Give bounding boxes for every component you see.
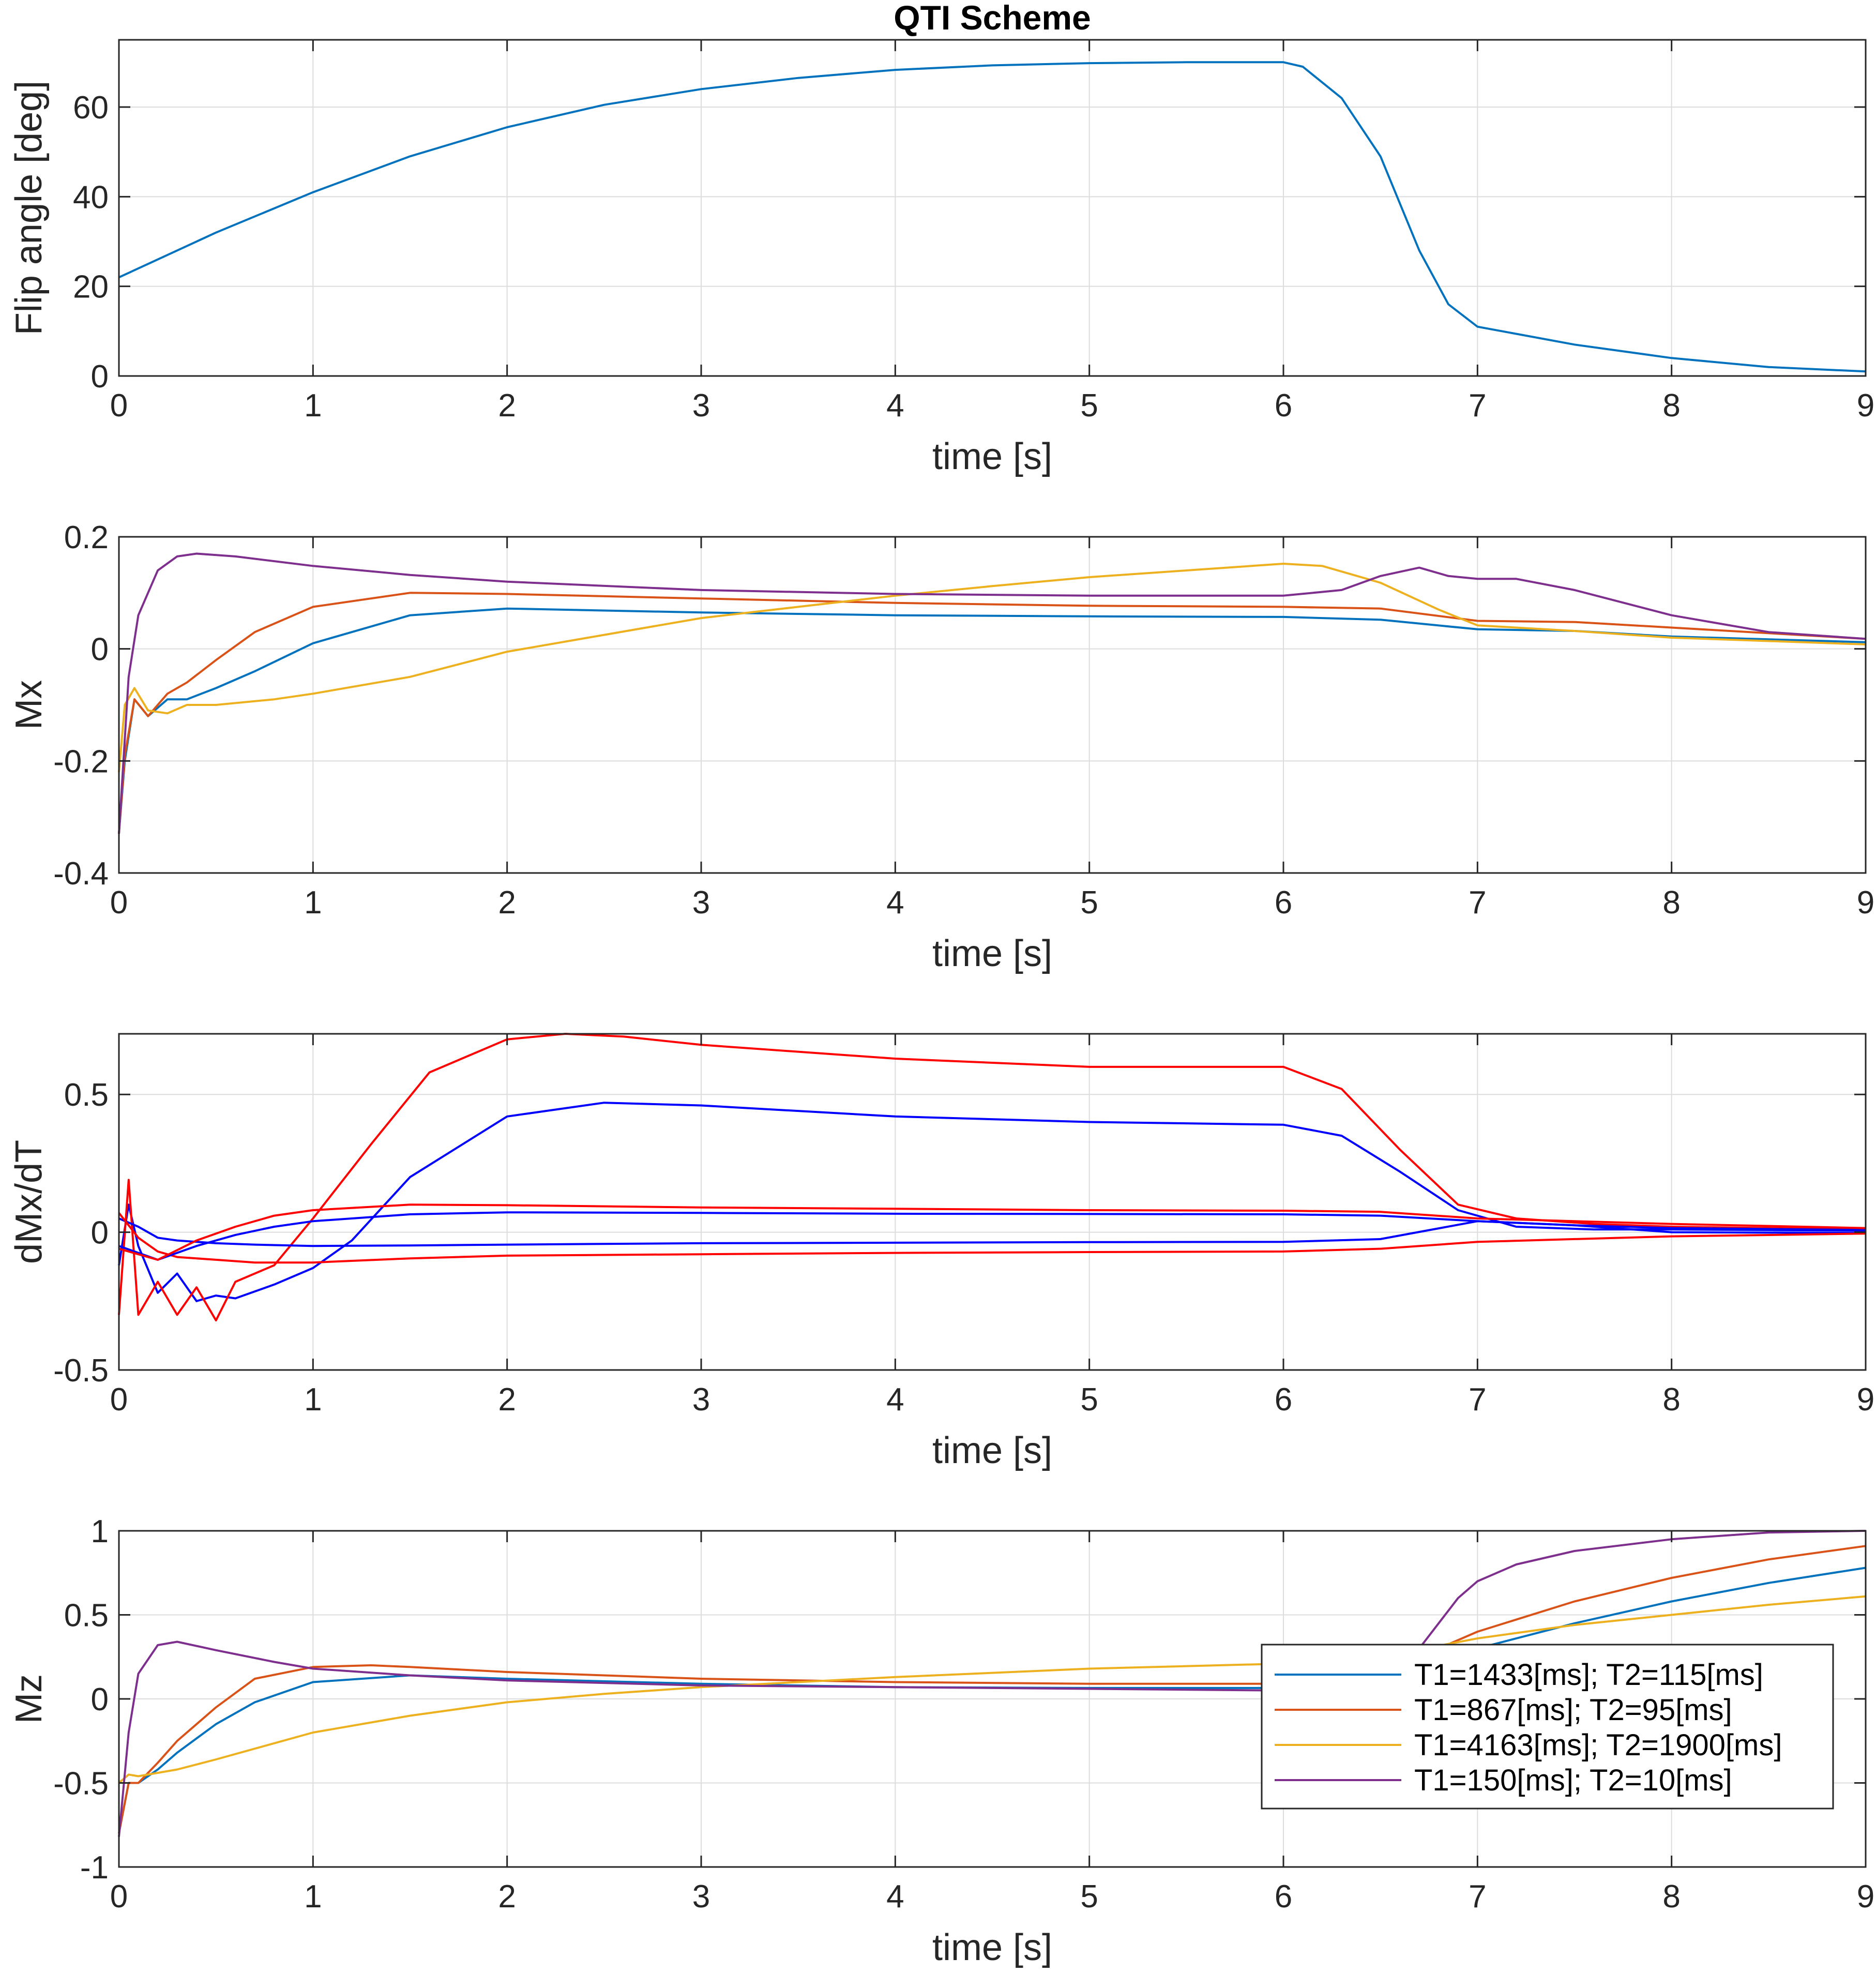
y-axis-label: Mz bbox=[8, 1674, 50, 1724]
y-tick-label: -0.5 bbox=[53, 1353, 109, 1389]
x-tick-label: 8 bbox=[1662, 1382, 1680, 1418]
series-line-3 bbox=[118, 1595, 1866, 1784]
axes-box bbox=[118, 39, 1867, 377]
x-axis-label: time [s] bbox=[932, 1927, 1052, 1968]
y-tick-label: 40 bbox=[73, 179, 109, 215]
x-tick-label: 9 bbox=[1857, 388, 1874, 424]
x-tick-label: 1 bbox=[304, 388, 322, 424]
x-tick-label: 8 bbox=[1662, 885, 1680, 921]
x-tick-label: 2 bbox=[498, 1382, 516, 1418]
y-tick-label: -0.5 bbox=[53, 1766, 109, 1802]
x-tick-label: 1 bbox=[304, 1382, 322, 1418]
axes-box bbox=[118, 536, 1867, 874]
plot-area bbox=[119, 40, 1866, 376]
series-line-1 bbox=[118, 61, 1866, 373]
y-tick-label: 60 bbox=[73, 90, 109, 126]
series-line-4 bbox=[118, 552, 1866, 834]
x-tick-label: 7 bbox=[1469, 388, 1486, 424]
y-tick-label: 0.2 bbox=[64, 520, 109, 555]
x-tick-label: 0 bbox=[110, 1879, 128, 1915]
x-tick-label: 4 bbox=[886, 388, 904, 424]
x-tick-label: 0 bbox=[110, 1382, 128, 1418]
y-tick-label: 0 bbox=[91, 359, 109, 395]
panel-4: 0 1 2 3 4 5 6 7 8 9 -1 -0.5 0 0.5 1 time [s] Mz T1=1433[m… bbox=[8, 1514, 1874, 1968]
x-tick-label: 7 bbox=[1469, 1879, 1486, 1915]
series-line-1 bbox=[118, 1102, 1866, 1302]
x-tick-label: 3 bbox=[692, 388, 710, 424]
x-tick-label: 3 bbox=[692, 1382, 710, 1418]
x-tick-label: 6 bbox=[1275, 1382, 1292, 1418]
x-tick-label: 6 bbox=[1275, 388, 1292, 424]
series-line-4 bbox=[118, 1212, 1866, 1264]
series-line-2 bbox=[118, 1545, 1866, 1834]
x-tick-label: 1 bbox=[304, 885, 322, 921]
legend-entry-label: T1=150[ms]; T2=10[ms] bbox=[1414, 1764, 1732, 1797]
series-line-5 bbox=[118, 1211, 1866, 1261]
x-axis-label: time [s] bbox=[932, 1430, 1052, 1471]
chart-title: QTI Scheme bbox=[894, 0, 1091, 37]
x-tick-label: 2 bbox=[498, 885, 516, 921]
x-tick-label: 3 bbox=[692, 885, 710, 921]
panel-1: 0 1 2 3 4 5 6 7 8 9 0 20 40 60 time [s] Flip angle [deg… bbox=[8, 0, 1874, 477]
x-tick-label: 4 bbox=[886, 885, 904, 921]
x-tick-label: 2 bbox=[498, 1879, 516, 1915]
legend: T1=1433[ms]; T2=115[ms]T1=867[ms]; T2=95… bbox=[1261, 1644, 1834, 1810]
x-tick-label: 9 bbox=[1857, 1382, 1874, 1418]
y-tick-label: 0 bbox=[91, 632, 109, 668]
y-tick-label: 0.5 bbox=[64, 1077, 109, 1113]
x-tick-label: 8 bbox=[1662, 1879, 1680, 1915]
series-line-6 bbox=[118, 1203, 1866, 1261]
x-tick-label: 4 bbox=[886, 1879, 904, 1915]
x-tick-label: 9 bbox=[1857, 1879, 1874, 1915]
x-tick-label: 5 bbox=[1080, 1879, 1098, 1915]
y-tick-label: -1 bbox=[80, 1850, 109, 1886]
axes-box bbox=[118, 1033, 1867, 1371]
x-tick-label: 7 bbox=[1469, 885, 1486, 921]
legend-box bbox=[1261, 1644, 1834, 1810]
x-tick-label: 5 bbox=[1080, 1382, 1098, 1418]
x-axis-label: time [s] bbox=[932, 436, 1052, 477]
x-tick-label: 6 bbox=[1275, 885, 1292, 921]
x-tick-label: 5 bbox=[1080, 885, 1098, 921]
y-tick-label: 1 bbox=[91, 1514, 109, 1549]
y-axis-label: dMx/dT bbox=[8, 1140, 50, 1264]
plot-area bbox=[119, 537, 1866, 873]
y-tick-label: 0 bbox=[91, 1682, 109, 1718]
x-tick-label: 2 bbox=[498, 388, 516, 424]
x-tick-label: 5 bbox=[1080, 388, 1098, 424]
x-tick-label: 4 bbox=[886, 1382, 904, 1418]
x-tick-label: 1 bbox=[304, 1879, 322, 1915]
y-tick-label: -0.4 bbox=[53, 856, 109, 892]
series-line-3 bbox=[118, 563, 1866, 773]
y-axis-label: Mx bbox=[8, 680, 50, 730]
x-tick-label: 0 bbox=[110, 885, 128, 921]
legend-entry-label: T1=867[ms]; T2=95[ms] bbox=[1414, 1693, 1732, 1727]
x-tick-label: 8 bbox=[1662, 388, 1680, 424]
legend-entry-label: T1=1433[ms]; T2=115[ms] bbox=[1414, 1658, 1763, 1692]
x-tick-label: 9 bbox=[1857, 885, 1874, 921]
x-axis-label: time [s] bbox=[932, 933, 1052, 974]
y-tick-label: -0.2 bbox=[53, 744, 109, 779]
y-tick-label: 20 bbox=[73, 269, 109, 305]
series-line-2 bbox=[118, 1033, 1866, 1322]
series-line-4 bbox=[118, 1530, 1866, 1837]
legend-entry-label: T1=4163[ms]; T2=1900[ms] bbox=[1414, 1728, 1782, 1762]
x-tick-label: 6 bbox=[1275, 1879, 1292, 1915]
x-tick-label: 3 bbox=[692, 1879, 710, 1915]
y-tick-label: 0.5 bbox=[64, 1598, 109, 1634]
plot-area bbox=[119, 1034, 1866, 1370]
x-tick-label: 7 bbox=[1469, 1382, 1486, 1418]
panel-2: 0 1 2 3 4 5 6 7 8 9 -0.4 -0.2 0 0.2 time [s] Mx bbox=[8, 520, 1874, 974]
y-axis-label: Flip angle [deg] bbox=[8, 81, 50, 335]
y-tick-label: 0 bbox=[91, 1215, 109, 1251]
x-tick-label: 0 bbox=[110, 388, 128, 424]
